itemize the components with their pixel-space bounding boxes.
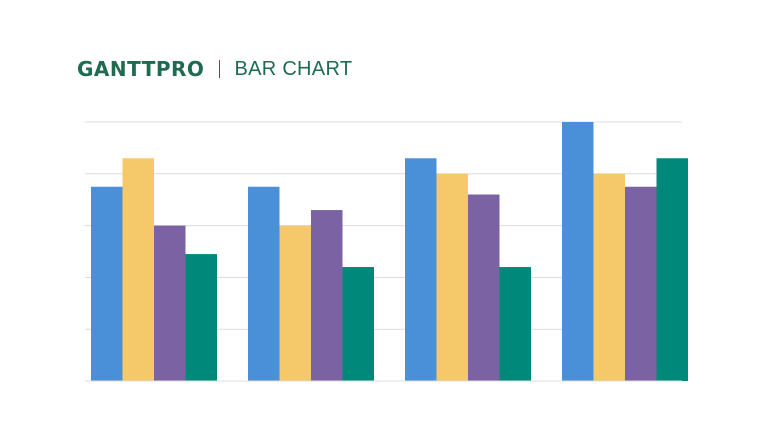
bar-group1-series2 <box>122 158 154 381</box>
bar-group3-series4 <box>499 267 531 381</box>
bar-group4-series4 <box>656 158 688 381</box>
bar-group3-series1 <box>405 158 437 381</box>
bar-group4-series3 <box>625 186 657 381</box>
bar-group1-series1 <box>91 186 123 381</box>
bars-group <box>91 122 688 381</box>
bar-group4-series1 <box>562 122 594 381</box>
bar-group1-series4 <box>185 254 217 381</box>
bar-group4-series2 <box>593 173 625 381</box>
bar-group1-series3 <box>154 225 186 381</box>
chart-title: BAR CHART <box>234 57 353 80</box>
bar-group2-series4 <box>342 267 374 381</box>
header-divider <box>219 60 221 78</box>
chart-header: GANTTPRO BAR CHART <box>77 56 352 82</box>
bar-group2-series1 <box>248 186 280 381</box>
bar-group3-series2 <box>436 173 468 381</box>
bar-group2-series3 <box>311 210 343 381</box>
bar-group3-series3 <box>468 194 500 381</box>
bar-group2-series2 <box>279 225 311 381</box>
brand-logo: GANTTPRO <box>77 57 205 81</box>
